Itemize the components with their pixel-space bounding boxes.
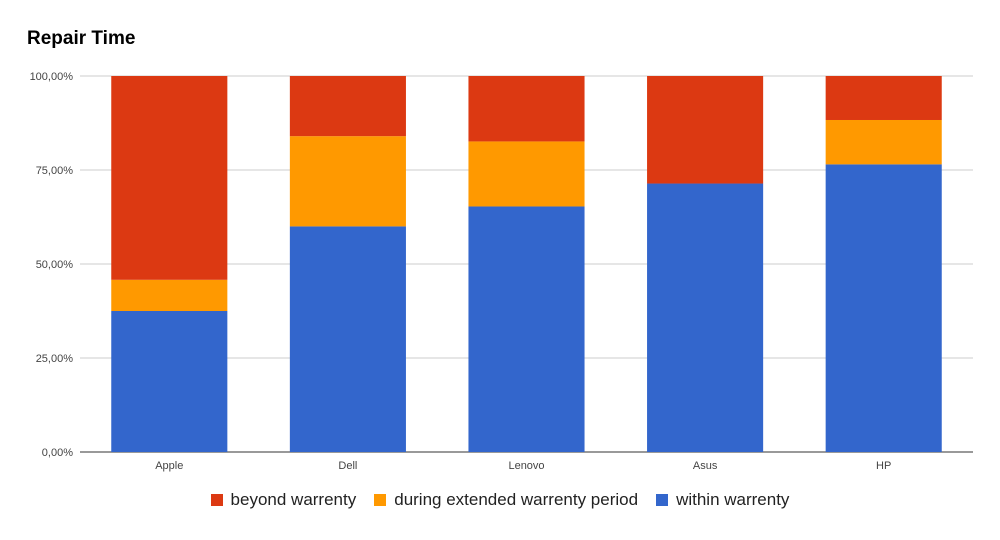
bar-segment	[111, 279, 228, 311]
legend-item: within warrenty	[656, 490, 789, 510]
bar-segment	[825, 119, 942, 165]
bar-segment	[289, 136, 406, 227]
bar-segment	[825, 164, 942, 453]
bar-segment	[289, 226, 406, 452]
bar-segment	[468, 141, 585, 207]
x-tick-label: HP	[876, 460, 891, 472]
legend-item: during extended warrenty period	[374, 490, 638, 510]
bar-segment	[647, 76, 764, 184]
x-tick-label: Dell	[338, 460, 357, 472]
legend-swatch	[656, 494, 669, 506]
legend-swatch	[210, 494, 223, 506]
bar-segment	[647, 183, 764, 452]
legend-swatch	[374, 494, 387, 506]
x-tick-label: Apple	[155, 460, 183, 472]
bar-segment	[825, 76, 942, 120]
bar-segment	[111, 76, 228, 280]
x-tick-label: Lenovo	[508, 460, 544, 472]
y-tick-label: 75,00%	[36, 165, 74, 177]
y-tick-label: 50,00%	[36, 259, 74, 271]
chart-legend: beyond warrenty during extended warrenty …	[0, 490, 1000, 510]
x-tick-label: Asus	[693, 460, 718, 472]
bar-segment	[468, 76, 585, 142]
y-tick-label: 100,00%	[30, 71, 74, 83]
legend-label: beyond warrenty	[230, 490, 357, 509]
legend-label: within warrenty	[676, 490, 790, 509]
bar-segment	[289, 76, 406, 137]
y-tick-label: 0,00%	[42, 447, 73, 459]
legend-label: during extended warrenty period	[394, 490, 639, 509]
y-tick-label: 25,00%	[36, 353, 74, 365]
chart-title: Repair Time	[27, 28, 136, 49]
legend-item: beyond warrenty	[210, 490, 357, 510]
bar-segment	[111, 311, 228, 452]
bar-segment	[468, 206, 585, 452]
